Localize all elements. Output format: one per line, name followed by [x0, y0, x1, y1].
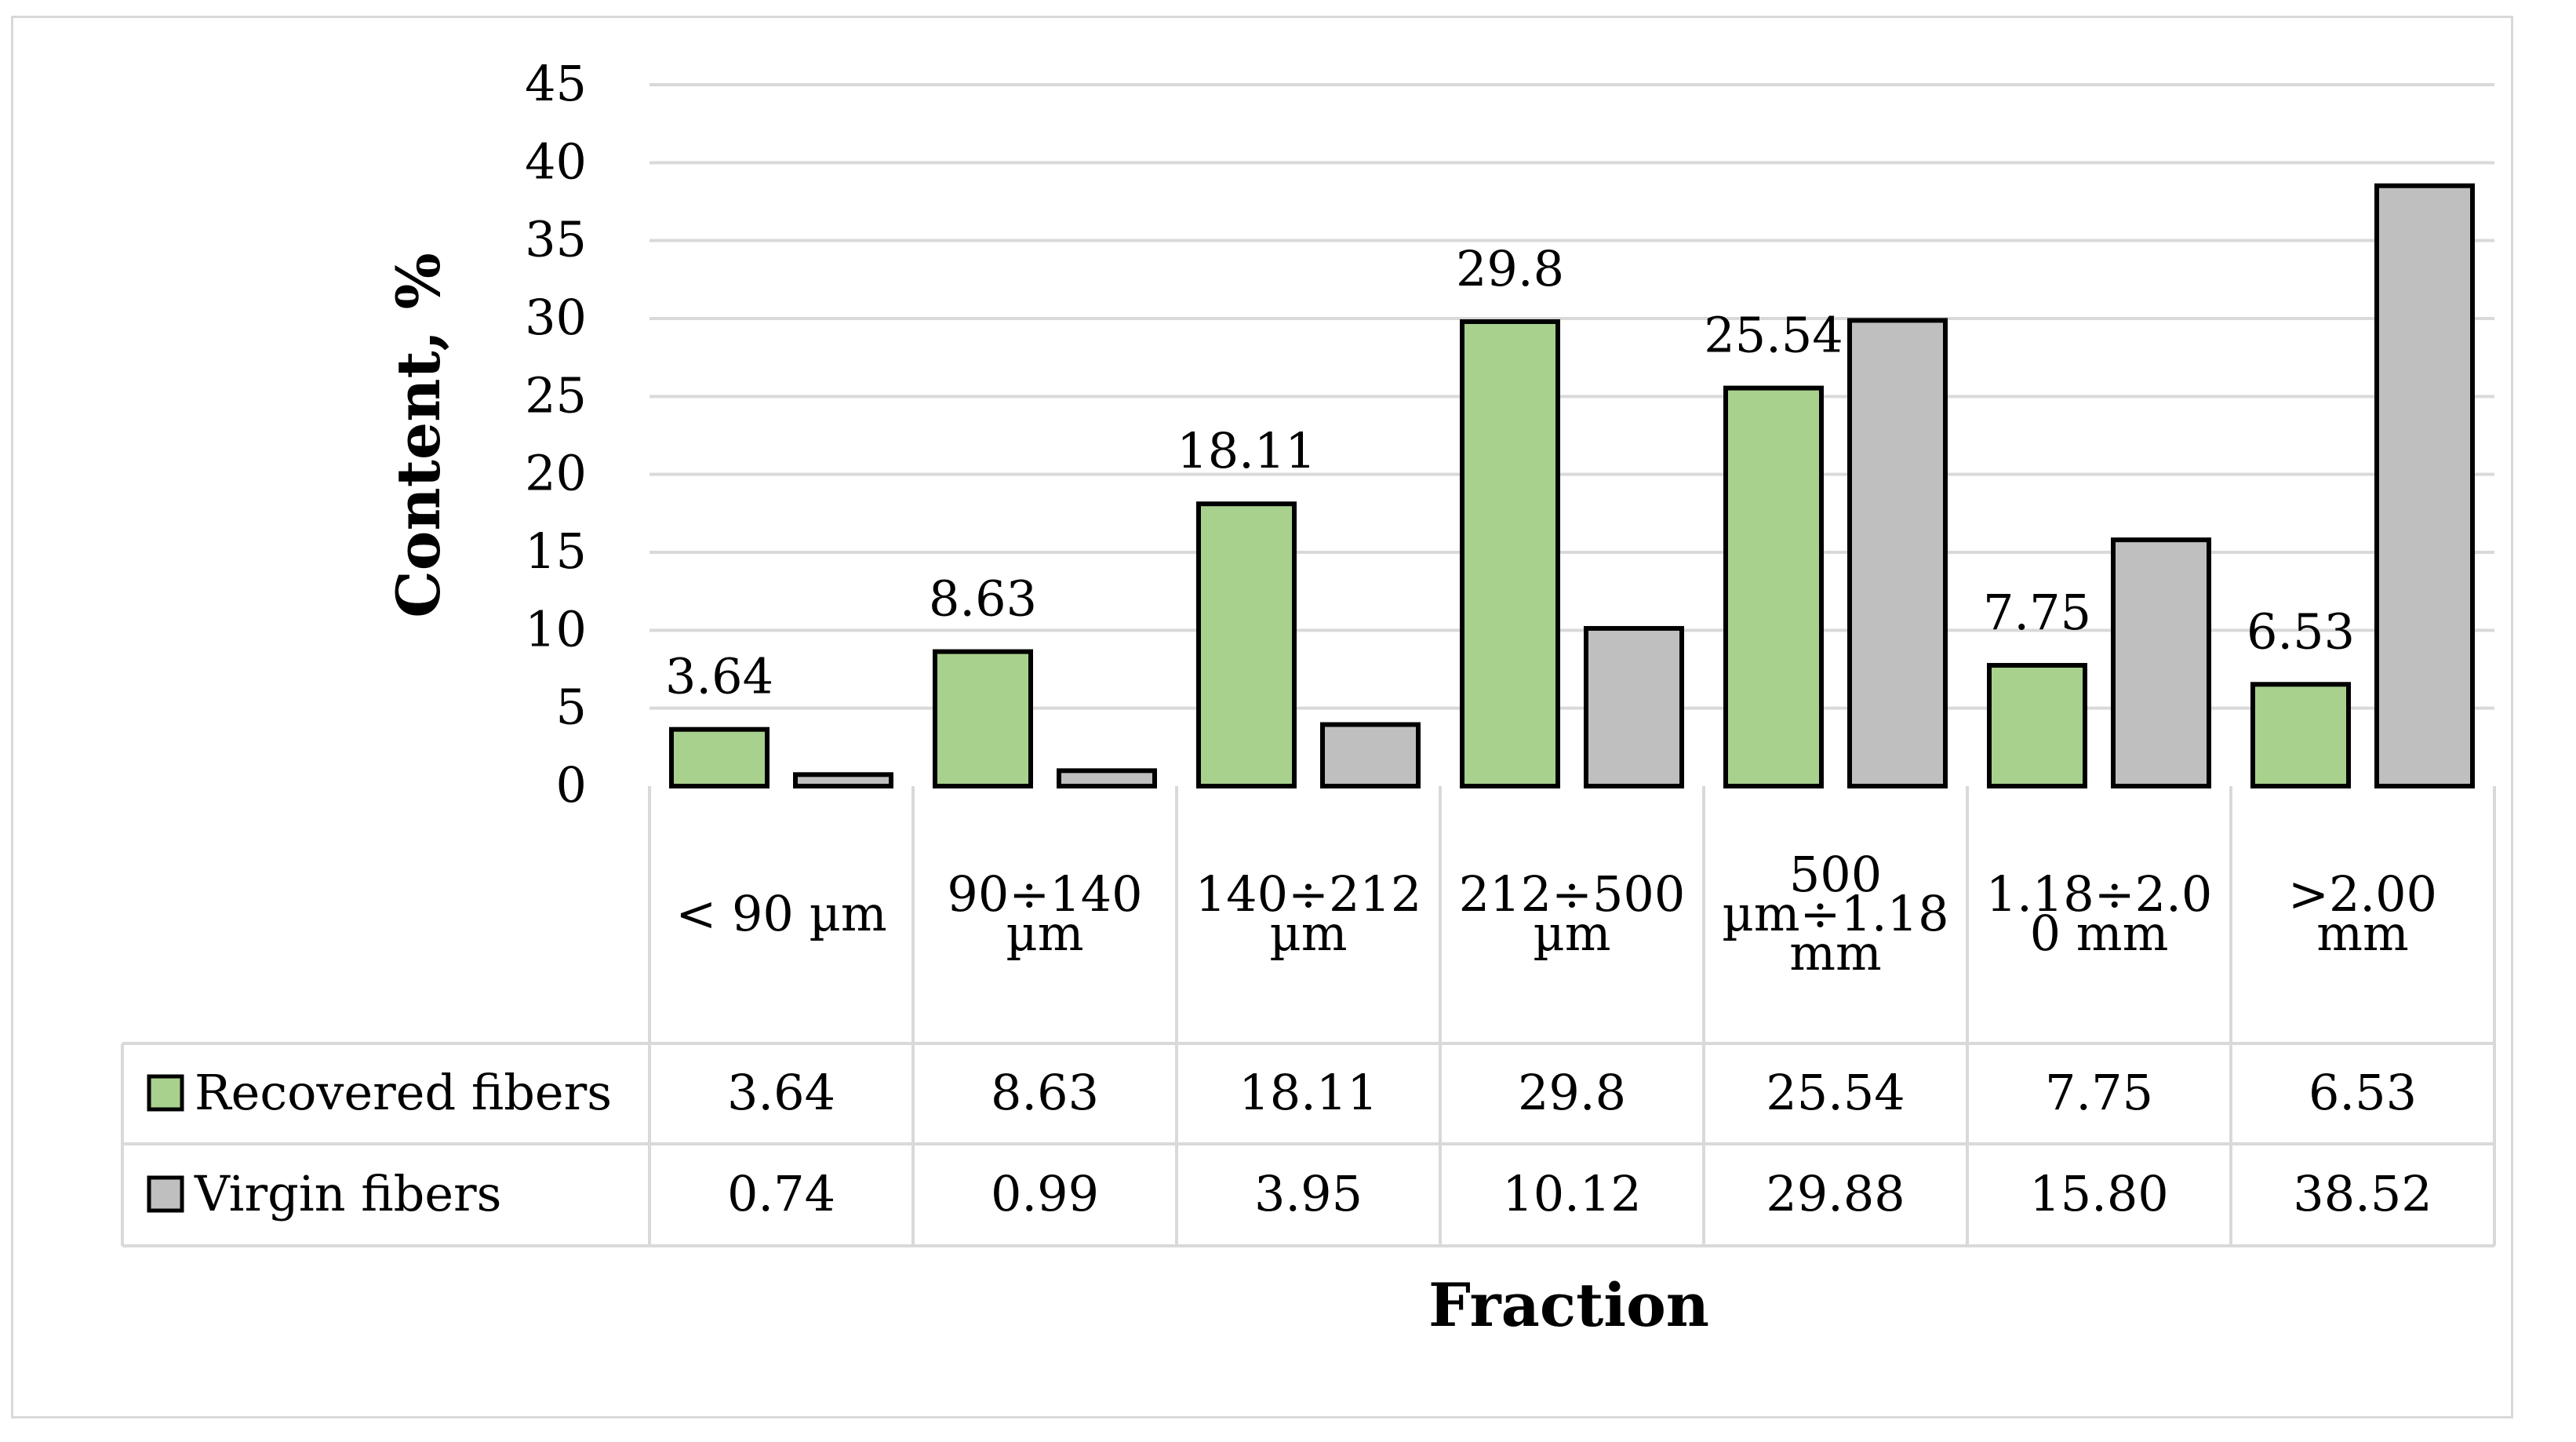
category-label: >2.00 [2288, 865, 2437, 923]
data-label: 3.64 [665, 648, 773, 705]
table-value: 6.53 [2309, 1064, 2417, 1121]
table-value: 10.12 [1502, 1165, 1642, 1222]
legend-swatch [147, 1175, 184, 1213]
series-name: Recovered fibers [195, 1064, 612, 1121]
category-label: µm [1533, 905, 1610, 962]
data-labels: 3.64 8.63 18.11 29.8 25.54 7.75 6.53 [665, 240, 2355, 705]
recovered-bar [1723, 385, 1824, 788]
y-tick-label: 45 [525, 55, 587, 112]
table-value: 38.52 [2293, 1165, 2432, 1222]
table-value: 29.8 [1518, 1064, 1626, 1121]
data-label: 25.54 [1704, 307, 1843, 364]
table-value: 3.64 [727, 1064, 835, 1121]
legend-swatch [147, 1074, 184, 1112]
virgin-bar [1320, 722, 1421, 789]
y-tick-label: 0 [556, 756, 587, 814]
table-value: 7.75 [2045, 1064, 2153, 1121]
category-label: 90÷140 [947, 865, 1142, 923]
category-label: mm [2316, 905, 2409, 962]
data-label: 7.75 [1983, 584, 2091, 641]
recovered-bar [1987, 663, 2087, 788]
recovered-bar [1196, 501, 1297, 788]
table-value: 25.54 [1766, 1064, 1905, 1121]
y-tick-label: 25 [525, 366, 587, 424]
category-label: 140÷212 [1195, 865, 1422, 923]
table-value: 0.99 [991, 1165, 1099, 1222]
table-value: 18.11 [1239, 1064, 1378, 1121]
gridlines [649, 83, 2494, 710]
category-label: 1.18÷2.0 [1986, 865, 2213, 923]
y-tick-label: 10 [525, 600, 587, 657]
data-label: 8.63 [929, 570, 1037, 628]
recovered-bar [2250, 682, 2351, 789]
y-tick-label: 5 [556, 679, 587, 736]
recovered-bar [933, 649, 1033, 788]
virgin-bar [1584, 625, 1684, 788]
y-tick-label: 35 [525, 211, 587, 268]
category-label: mm [1789, 924, 1882, 981]
category-label: µm [1006, 905, 1083, 962]
y-tick-label: 30 [525, 289, 587, 346]
x-axis-title: Fraction [1428, 1270, 1709, 1340]
virgin-bar [1847, 318, 1948, 789]
data-label: 29.8 [1456, 240, 1564, 297]
recovered-bar [1460, 319, 1560, 788]
category-label: 0 mm [2030, 905, 2169, 962]
data-table: < 90 µm 90÷140µm140÷212µm212÷500µm500µm÷1… [121, 786, 2496, 1247]
category-label: µm÷1.18 [1722, 885, 1948, 942]
series-name: Virgin fibers [194, 1165, 502, 1222]
recovered-bar [669, 726, 770, 789]
y-axis-ticks: 0 5 10 15 20 25 30 35 40 45 [525, 55, 587, 814]
category-label: < 90 µm [675, 885, 886, 942]
table-value: 8.63 [991, 1064, 1099, 1121]
y-tick-label: 20 [525, 445, 587, 502]
virgin-bar [2111, 537, 2211, 789]
table-value: 0.74 [727, 1165, 835, 1222]
virgin-bar [793, 772, 893, 788]
category-label: µm [1269, 905, 1347, 962]
virgin-bar [1057, 768, 1157, 788]
category-label: 500 [1789, 846, 1882, 903]
virgin-bar [2374, 183, 2475, 788]
category-label: 212÷500 [1459, 865, 1686, 923]
data-label: 6.53 [2247, 603, 2355, 660]
table-value: 3.95 [1254, 1165, 1363, 1222]
data-label: 18.11 [1177, 422, 1316, 479]
y-tick-label: 15 [525, 523, 587, 580]
y-tick-label: 40 [525, 133, 587, 190]
y-axis-title: Content, % [384, 253, 453, 617]
table-value: 29.88 [1766, 1165, 1905, 1222]
bars [669, 183, 2475, 789]
table-value: 15.80 [2029, 1165, 2169, 1222]
